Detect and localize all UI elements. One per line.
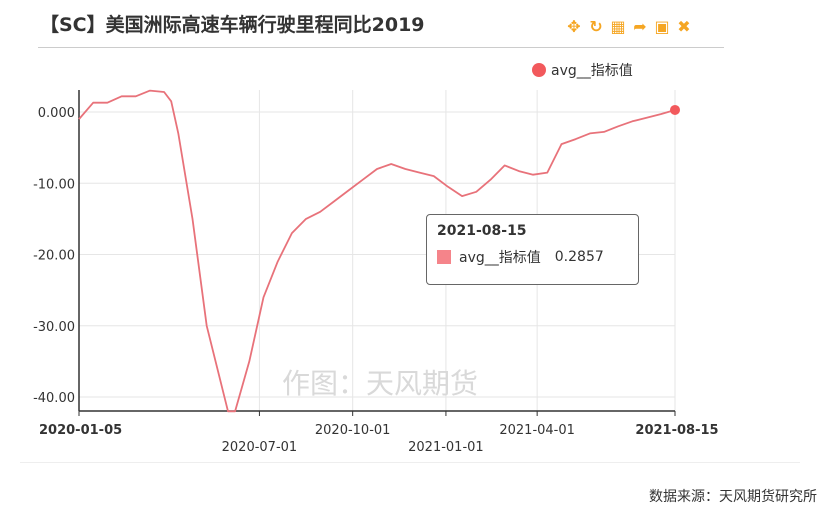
chart-toolbox: ✥ ↻ ▦ ➦ ▣ ✖: [565, 18, 693, 36]
x-tick-label: 2021-04-01: [499, 423, 575, 438]
share-icon[interactable]: ➦: [633, 17, 647, 36]
x-tick-label: 2020-10-01: [315, 423, 391, 438]
data-tooltip: 2021-08-15 avg__指标值 0.2857: [426, 214, 639, 285]
y-tick-label: -20.00: [33, 249, 75, 264]
move-icon[interactable]: ✥: [567, 17, 581, 36]
source-note: 数据来源：天风期货研究所: [649, 489, 817, 505]
legend-label: avg__指标值: [551, 63, 633, 79]
series-line: [78, 89, 676, 413]
y-tick-label: -10.00: [33, 177, 75, 192]
tooltip-series: avg__指标值: [459, 250, 541, 266]
panel-divider: [20, 462, 800, 463]
highlight-point: [670, 104, 680, 115]
x-tick-label: 2020-01-05: [39, 423, 122, 438]
x-tick-label: 2020-07-01: [222, 440, 298, 455]
tooltip-value: 0.2857: [554, 249, 604, 265]
data-view-icon[interactable]: ▦: [610, 17, 626, 36]
refresh-icon[interactable]: ↻: [589, 17, 603, 36]
tooltip-row: avg__指标值 0.2857: [437, 247, 628, 267]
save-image-icon[interactable]: ▣: [654, 17, 670, 36]
y-tick-label: -40.00: [33, 391, 75, 406]
close-icon[interactable]: ✖: [677, 17, 691, 36]
chart-title: 【SC】美国洲际高速车辆行驶里程同比2019: [40, 14, 425, 36]
tooltip-date: 2021-08-15: [437, 223, 527, 239]
y-tick-label: 0.000: [38, 106, 75, 121]
x-tick-label: 2021-01-01: [408, 440, 484, 455]
y-tick-label: -30.00: [33, 320, 75, 335]
x-tick-label: 2021-08-15: [635, 423, 718, 438]
watermark-text: 作图：天风期货: [282, 367, 478, 400]
legend-marker: [532, 63, 546, 77]
title-divider: [38, 47, 724, 48]
tooltip-swatch: [437, 250, 451, 264]
chart-legend[interactable]: avg__指标值: [532, 60, 633, 80]
